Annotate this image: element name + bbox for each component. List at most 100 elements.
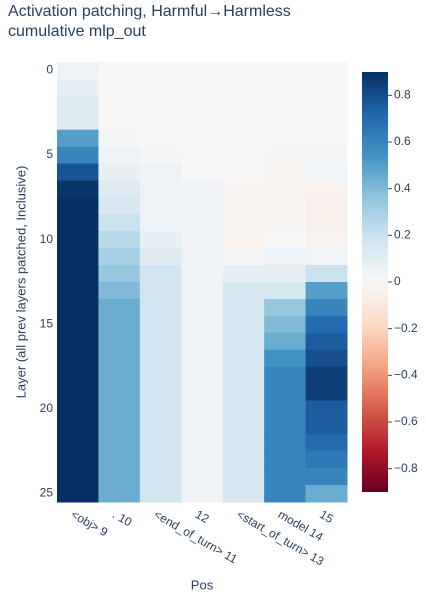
heatmap-cell	[57, 197, 99, 215]
colorbar-tick-label: 0.4	[394, 181, 411, 195]
heatmap-cell	[57, 298, 99, 317]
heatmap-cell	[222, 298, 265, 317]
heatmap-cell	[98, 366, 141, 385]
heatmap-cell	[181, 349, 224, 368]
heatmap-cell	[98, 112, 141, 131]
heatmap-cell	[264, 332, 307, 351]
heatmap-cell	[98, 214, 141, 232]
heatmap-cell	[57, 451, 99, 469]
heatmap-cell	[264, 248, 307, 266]
heatmap-cell	[222, 332, 265, 351]
heatmap-cell	[305, 197, 348, 215]
heatmap-cell	[139, 112, 182, 131]
heatmap-cell	[264, 146, 307, 165]
colorbar-tick-label: −0.8	[394, 461, 418, 475]
heatmap-cell	[139, 248, 182, 266]
heatmap-cell	[98, 332, 141, 351]
heatmap-cell	[57, 332, 99, 351]
heatmap-cell	[264, 62, 307, 80]
heatmap-cell	[139, 95, 182, 114]
heatmap-cell	[57, 62, 99, 80]
heatmap-cell	[139, 298, 182, 317]
heatmap-cell	[181, 400, 224, 418]
heatmap-cell	[139, 485, 182, 503]
heatmap-cell	[98, 197, 141, 215]
heatmap-cell	[181, 129, 224, 148]
heatmap-cell	[98, 95, 141, 114]
heatmap-cell	[222, 248, 265, 266]
heatmap-cell	[305, 95, 348, 114]
heatmap-cell	[305, 78, 348, 97]
heatmap-cell	[305, 282, 348, 300]
heatmap-cell	[139, 78, 182, 97]
heatmap-cell	[139, 231, 182, 249]
heatmap-cell	[305, 214, 348, 232]
heatmap-cell	[181, 265, 224, 283]
heatmap-cell	[57, 146, 99, 165]
heatmap-cell	[264, 400, 307, 418]
heatmap-cell	[264, 315, 307, 334]
heatmap-cell	[222, 112, 265, 131]
heatmap-cell	[222, 129, 265, 148]
heatmap-cell	[139, 197, 182, 215]
heatmap-cell	[139, 332, 182, 351]
y-tick-label: 25	[40, 486, 54, 500]
heatmap-cell	[139, 62, 182, 80]
heatmap-cell	[139, 349, 182, 368]
heatmap-cell	[181, 112, 224, 131]
heatmap-cell	[222, 265, 265, 283]
heatmap-cell	[181, 163, 224, 181]
heatmap-cell	[222, 282, 265, 300]
heatmap-cell	[222, 214, 265, 232]
heatmap-cell	[264, 298, 307, 317]
heatmap-cell	[98, 231, 141, 249]
heatmap-cell	[305, 315, 348, 334]
heatmap-cell	[181, 451, 224, 469]
heatmap-cell	[139, 282, 182, 300]
heatmap-cell	[222, 95, 265, 114]
heatmap-cell	[57, 366, 99, 385]
heatmap-cell	[222, 468, 265, 486]
heatmap-cell	[98, 248, 141, 266]
heatmap-cell	[181, 332, 224, 351]
heatmap-cell	[98, 129, 141, 148]
heatmap-cell	[264, 163, 307, 181]
colorbar-tick-label: 0	[394, 274, 401, 288]
heatmap-cell	[264, 78, 307, 97]
heatmap-cell	[57, 485, 99, 503]
heatmap-cell	[264, 434, 307, 452]
colorbar-tick-label: −0.2	[394, 321, 418, 335]
colorbar-tick-label: 0.8	[394, 88, 411, 102]
heatmap-cell	[57, 282, 99, 300]
heatmap-cell	[139, 383, 182, 401]
heatmap-cell	[181, 282, 224, 300]
heatmap-cell	[305, 332, 348, 351]
heatmap-cell	[98, 349, 141, 368]
heatmap-cell	[139, 417, 182, 435]
heatmap-cell	[181, 62, 224, 80]
heatmap-cell	[264, 417, 307, 435]
heatmap-cell	[98, 265, 141, 283]
heatmap-cell	[57, 400, 99, 418]
heatmap-cell	[57, 231, 99, 249]
heatmap-cell	[98, 383, 141, 401]
heatmap-cell	[57, 78, 99, 97]
heatmap-cell	[222, 383, 265, 401]
heatmap-cell	[139, 129, 182, 148]
heatmap-cell	[139, 366, 182, 385]
heatmap-cell	[57, 265, 99, 283]
heatmap-cell	[181, 180, 224, 198]
heatmap-cell	[264, 197, 307, 215]
heatmap-cell	[98, 146, 141, 165]
heatmap-cell	[222, 485, 265, 503]
heatmap-cell	[181, 485, 224, 503]
heatmap-cell	[181, 417, 224, 435]
heatmap-cell	[222, 180, 265, 198]
heatmap-cell	[264, 383, 307, 401]
heatmap-cell	[98, 62, 141, 80]
y-tick-label: 0	[46, 63, 53, 77]
heatmap-cell	[181, 197, 224, 215]
heatmap-cell	[264, 214, 307, 232]
x-tick-label: 12	[193, 507, 212, 526]
heatmap-cell	[222, 163, 265, 181]
